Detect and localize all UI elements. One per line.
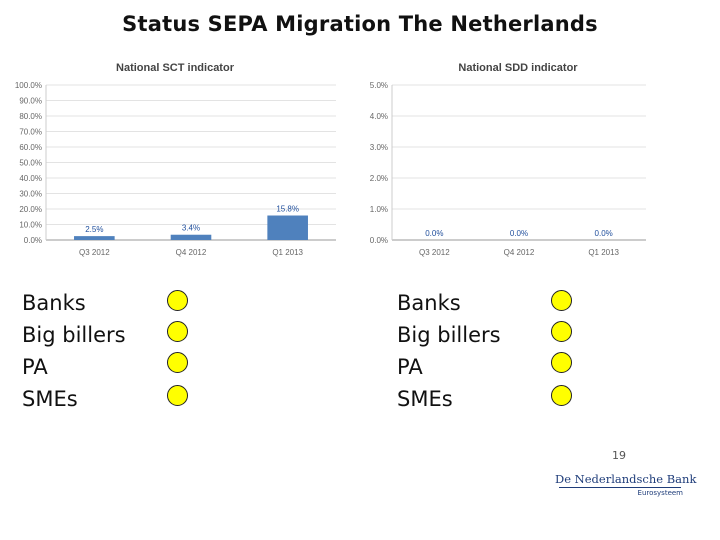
- sdd-data-label: 0.0%: [510, 229, 528, 238]
- sct-x-tick-label: Q3 2012: [79, 248, 110, 257]
- sdd-data-label: 0.0%: [425, 229, 443, 238]
- list-item: SMEs: [397, 387, 453, 411]
- logo-name: De Nederlandsche Bank: [555, 472, 697, 486]
- list-item: PA: [22, 355, 48, 379]
- right-status-list: Banks Big billers PA SMEs: [397, 287, 501, 415]
- sct-x-tick-label: Q4 2012: [176, 248, 207, 257]
- sct-y-tick-label: 100.0%: [15, 81, 42, 90]
- status-light-pa: [167, 352, 188, 373]
- logo-rule: [559, 487, 681, 488]
- sdd-chart-svg: National SDD indicator 0.0% 1.0% 2.0% 3.0% 4.…: [370, 62, 646, 257]
- sdd-y-tick-label: 3.0%: [370, 143, 388, 152]
- left-status-list: Banks Big billers PA SMEs: [22, 287, 126, 415]
- sct-y-tick-label: 50.0%: [19, 159, 42, 168]
- dnb-logo: De Nederlandsche Bank Eurosysteem: [555, 452, 697, 508]
- status-light-banks: [551, 290, 572, 311]
- logo-tagline: Eurosysteem: [637, 489, 683, 497]
- status-light-smes: [551, 385, 572, 406]
- sct-y-tick-label: 40.0%: [19, 174, 42, 183]
- sdd-y-tick-label: 5.0%: [370, 81, 388, 90]
- sct-data-label: 15.8%: [276, 205, 299, 214]
- status-light-pa: [551, 352, 572, 373]
- sct-y-tick-label: 20.0%: [19, 205, 42, 214]
- list-item: SMEs: [22, 387, 78, 411]
- page-number: 19: [612, 449, 626, 462]
- sct-bar: [74, 236, 115, 240]
- sdd-y-tick-label: 2.0%: [370, 174, 388, 183]
- sct-data-label: 3.4%: [182, 224, 200, 233]
- sct-chart-svg: National SCT indicator 0.0% 10.0% 20.0% 30.0…: [15, 62, 336, 257]
- sdd-chart-title: National SDD indicator: [458, 62, 578, 74]
- sct-y-tick-label: 90.0%: [19, 97, 42, 106]
- list-item: Big billers: [22, 323, 126, 347]
- sct-bar: [170, 234, 212, 240]
- sdd-y-tick-label: 0.0%: [370, 236, 388, 245]
- sct-chart-title: National SCT indicator: [116, 62, 235, 74]
- sct-y-tick-label: 30.0%: [19, 190, 42, 199]
- list-item: Banks: [22, 291, 86, 315]
- sdd-chart: National SDD indicator 0.0% 1.0% 2.0% 3.0% 4.…: [358, 56, 650, 264]
- sdd-x-tick-label: Q4 2012: [504, 248, 535, 257]
- sct-chart: National SCT indicator 0.0% 10.0% 20.0% 30.0…: [6, 56, 342, 264]
- page-title: Status SEPA Migration The Netherlands: [122, 12, 598, 36]
- sdd-x-tick-label: Q1 2013: [588, 248, 619, 257]
- sct-y-tick-label: 60.0%: [19, 143, 42, 152]
- status-light-banks: [167, 290, 188, 311]
- sct-bar: [267, 215, 308, 240]
- sct-y-tick-label: 70.0%: [19, 128, 42, 137]
- sct-y-tick-label: 80.0%: [19, 112, 42, 121]
- status-light-big-billers: [167, 321, 188, 342]
- sct-data-label: 2.5%: [85, 225, 103, 234]
- sdd-x-tick-label: Q3 2012: [419, 248, 450, 257]
- sdd-y-tick-label: 4.0%: [370, 112, 388, 121]
- list-item: PA: [397, 355, 423, 379]
- sct-y-tick-label: 10.0%: [19, 221, 42, 230]
- sct-y-tick-label: 0.0%: [24, 236, 42, 245]
- sdd-data-label: 0.0%: [595, 229, 613, 238]
- sdd-y-tick-label: 1.0%: [370, 205, 388, 214]
- list-item: Big billers: [397, 323, 501, 347]
- sct-x-tick-label: Q1 2013: [272, 248, 303, 257]
- status-light-big-billers: [551, 321, 572, 342]
- list-item: Banks: [397, 291, 461, 315]
- status-light-smes: [167, 385, 188, 406]
